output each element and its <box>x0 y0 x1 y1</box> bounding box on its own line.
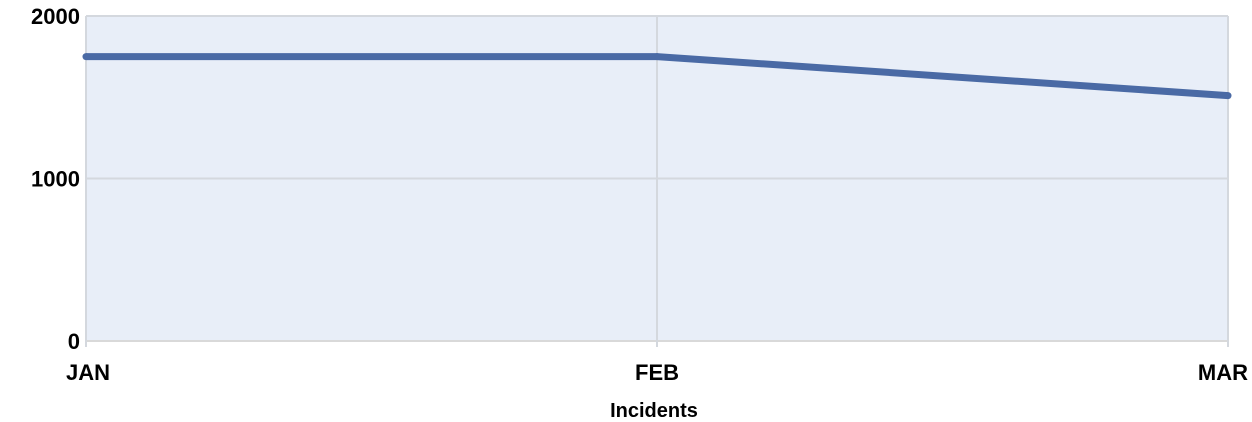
y-axis-ticks: 0 1000 2000 <box>31 4 80 354</box>
y-tick-label: 0 <box>68 329 80 354</box>
series-layer <box>82 53 1232 100</box>
y-tick-label: 1000 <box>31 167 80 192</box>
x-tick-label-feb: FEB <box>635 360 679 385</box>
data-point-jan <box>82 53 90 61</box>
x-tick-label-mar: MAR <box>1198 360 1248 385</box>
x-tick-label-jan: JAN <box>66 360 110 385</box>
y-tick-label: 2000 <box>31 4 80 29</box>
x-axis-ticks: JAN FEB MAR <box>66 360 1248 385</box>
data-point-mar <box>1224 92 1232 100</box>
data-point-feb <box>653 53 661 61</box>
x-axis-title: Incidents <box>610 400 698 422</box>
gridlines <box>85 15 1229 347</box>
